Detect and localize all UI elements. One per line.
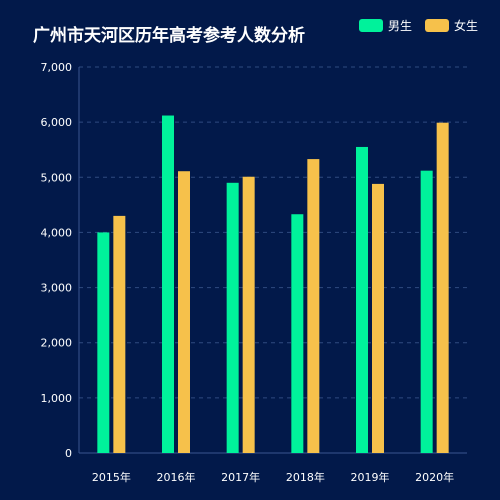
y-tick-label: 2,000: [41, 337, 73, 350]
bar-female: [242, 176, 255, 453]
x-tick-label: 2020年: [415, 470, 454, 484]
bar-female: [372, 183, 384, 453]
y-tick-label: 5,000: [41, 171, 73, 184]
y-tick-label: 7,000: [41, 61, 73, 74]
legend-swatch[interactable]: [425, 19, 449, 32]
y-tick-label: 3,000: [41, 282, 73, 295]
bar-female: [436, 122, 449, 454]
bar-male: [97, 232, 110, 453]
y-tick-label: 6,000: [41, 116, 73, 129]
legend-swatch[interactable]: [359, 19, 383, 32]
legend-label[interactable]: 女生: [454, 18, 478, 33]
x-tick-label: 2018年: [286, 470, 325, 484]
bars: [97, 115, 449, 454]
x-tick-label: 2016年: [157, 470, 196, 484]
gridlines: [79, 66, 467, 399]
y-tick-label: 1,000: [41, 392, 73, 405]
x-tick-label: 2015年: [92, 470, 131, 484]
bar-male: [226, 182, 239, 454]
y-tick-label: 4,000: [41, 226, 73, 239]
y-axis: 0 1,000 2,000 3,000 4,000 5,000 6,000 7,000: [41, 61, 80, 460]
bar-female: [113, 215, 126, 453]
legend: 男生 女生: [359, 18, 478, 33]
bar-male: [420, 170, 433, 453]
x-axis: 2015年 2016年 2017年 2018年 2019年 2020年: [79, 452, 467, 484]
x-tick-label: 2019年: [351, 470, 390, 484]
x-tick-label: 2017年: [221, 470, 260, 484]
bar-male: [291, 214, 304, 453]
legend-label[interactable]: 男生: [388, 19, 412, 33]
bar-male: [162, 115, 174, 454]
bar-male: [356, 146, 368, 453]
bar-female: [178, 171, 190, 453]
bar-female: [307, 159, 320, 454]
y-tick-label: 0: [65, 447, 72, 460]
chart-title: 广州市天河区历年高考参考人数分析: [33, 25, 305, 46]
